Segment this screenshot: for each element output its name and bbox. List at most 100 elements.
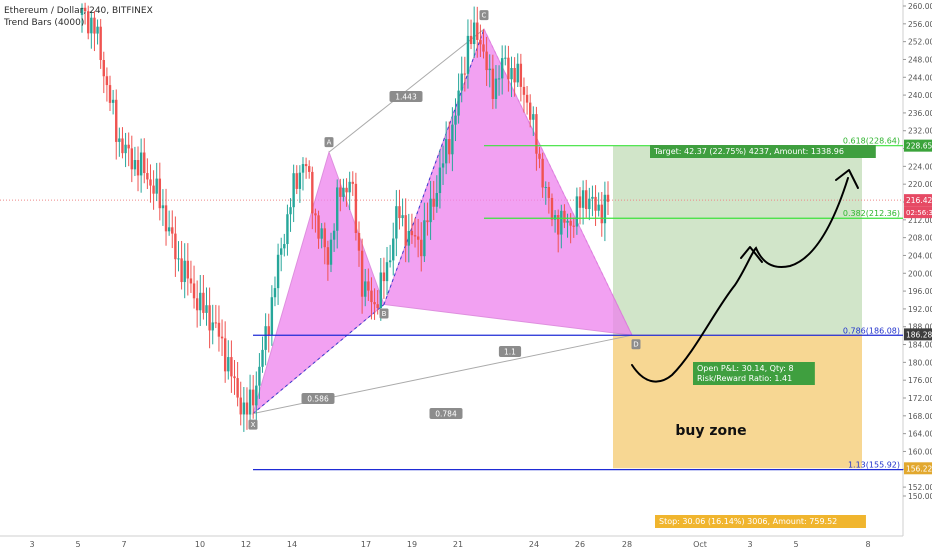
candle-body [121, 138, 124, 154]
candle-body [230, 357, 233, 377]
y-tick-label: 220.00 [908, 180, 932, 189]
stop-zone [613, 334, 862, 469]
candle-body [494, 78, 498, 100]
candle-body [267, 326, 270, 335]
candle-body [388, 260, 392, 263]
indicator-label[interactable]: Trend Bars (4000) [4, 18, 85, 28]
candle-body [186, 260, 190, 279]
ratio-label: 0.586 [307, 395, 329, 404]
candle-body [223, 338, 227, 372]
candle-body [404, 215, 407, 246]
y-tick-label: 172.00 [908, 394, 932, 403]
candle-body [463, 73, 467, 75]
y-tick-label: 188.00 [908, 323, 932, 332]
candle-body [130, 148, 133, 170]
candle-body [448, 139, 451, 155]
y-tick-label: 224.00 [908, 162, 932, 171]
candle-body [332, 230, 336, 240]
pattern-point-label: B [382, 310, 387, 318]
pattern-point-bg [248, 419, 258, 430]
candle-body [289, 207, 292, 215]
x-tick-label: 21 [453, 540, 463, 549]
candle-body [255, 385, 258, 406]
y-tick-label: 196.00 [908, 287, 932, 296]
candle-body [438, 167, 442, 194]
x-tick-label: 28 [622, 540, 632, 549]
candle-body [329, 239, 333, 265]
pnl-box-text: Open P&L: 30.14, Qty: 8 [697, 364, 794, 373]
y-tick-label: 252.00 [908, 38, 932, 47]
bc-dashed-line [383, 28, 485, 305]
candle-body [136, 160, 140, 176]
candle-body [99, 26, 102, 61]
candle-body [292, 173, 295, 208]
target-zone [613, 145, 862, 335]
countdown-bg [904, 206, 932, 219]
candle-body [547, 186, 551, 198]
x-tick-label: Oct [693, 540, 707, 549]
x-tick-label: 5 [793, 540, 798, 549]
candle-body [326, 247, 330, 265]
pattern-point-bg [324, 137, 334, 148]
target-box-bg [650, 145, 876, 158]
candle-body [541, 158, 544, 188]
candle-body [308, 166, 311, 172]
candle-body [557, 215, 560, 235]
candle-body [560, 210, 563, 235]
candle-body [569, 220, 572, 226]
arrow-head [835, 169, 859, 189]
candle-body [398, 206, 401, 219]
candle-body [457, 90, 460, 116]
symbol-title[interactable]: Ethereum / Dollar, 240, BITFINEX [4, 6, 153, 16]
candle-body [513, 67, 516, 83]
candle-body [124, 144, 127, 154]
candle-body [276, 254, 280, 289]
candle-body [320, 228, 323, 239]
candle-body [227, 357, 230, 372]
candle-body [429, 198, 432, 223]
candle-body [364, 281, 367, 297]
candle-body [466, 35, 470, 74]
xb-dashed-line [252, 304, 385, 414]
y-tick-label: 236.00 [908, 109, 932, 118]
price-label-target-bg [904, 139, 932, 152]
candle-body [195, 298, 199, 311]
pattern-point-label: D [633, 341, 638, 349]
candle-body [485, 51, 488, 71]
candle-body [594, 196, 597, 211]
y-tick-label: 192.00 [908, 305, 932, 314]
candle-body [199, 292, 202, 311]
candle-body [348, 181, 351, 193]
candle-body [217, 322, 221, 337]
candle-body [152, 185, 155, 194]
candle-body [603, 194, 607, 224]
candle-body [295, 173, 298, 189]
x-tick-label: 26 [575, 540, 585, 549]
candle-body [516, 63, 519, 83]
candle-body [298, 172, 302, 189]
candle-body [585, 190, 588, 210]
price-label-stop-bg [904, 462, 932, 475]
candle-body [146, 173, 149, 180]
candle-body [245, 402, 249, 415]
candle-body [504, 57, 507, 59]
candle-body [401, 215, 404, 219]
candle-body [105, 76, 109, 86]
candle-body [550, 197, 554, 220]
candle-body [102, 60, 105, 77]
candle-body [220, 336, 224, 339]
pattern-point-bg [379, 308, 389, 319]
candle-body [469, 35, 473, 45]
candle-body [460, 73, 463, 91]
level-label: 0.382(212.36) [843, 209, 900, 218]
candle-body [525, 94, 529, 103]
y-tick-label: 208.00 [908, 234, 932, 243]
candle-body [373, 302, 376, 305]
pattern-point-bg [631, 339, 641, 350]
x-tick-label: 14 [287, 540, 297, 549]
target-box-text: Target: 42.37 (22.75%) 4237, Amount: 133… [653, 147, 844, 156]
candle-body [354, 183, 358, 234]
candle-body [233, 376, 236, 379]
